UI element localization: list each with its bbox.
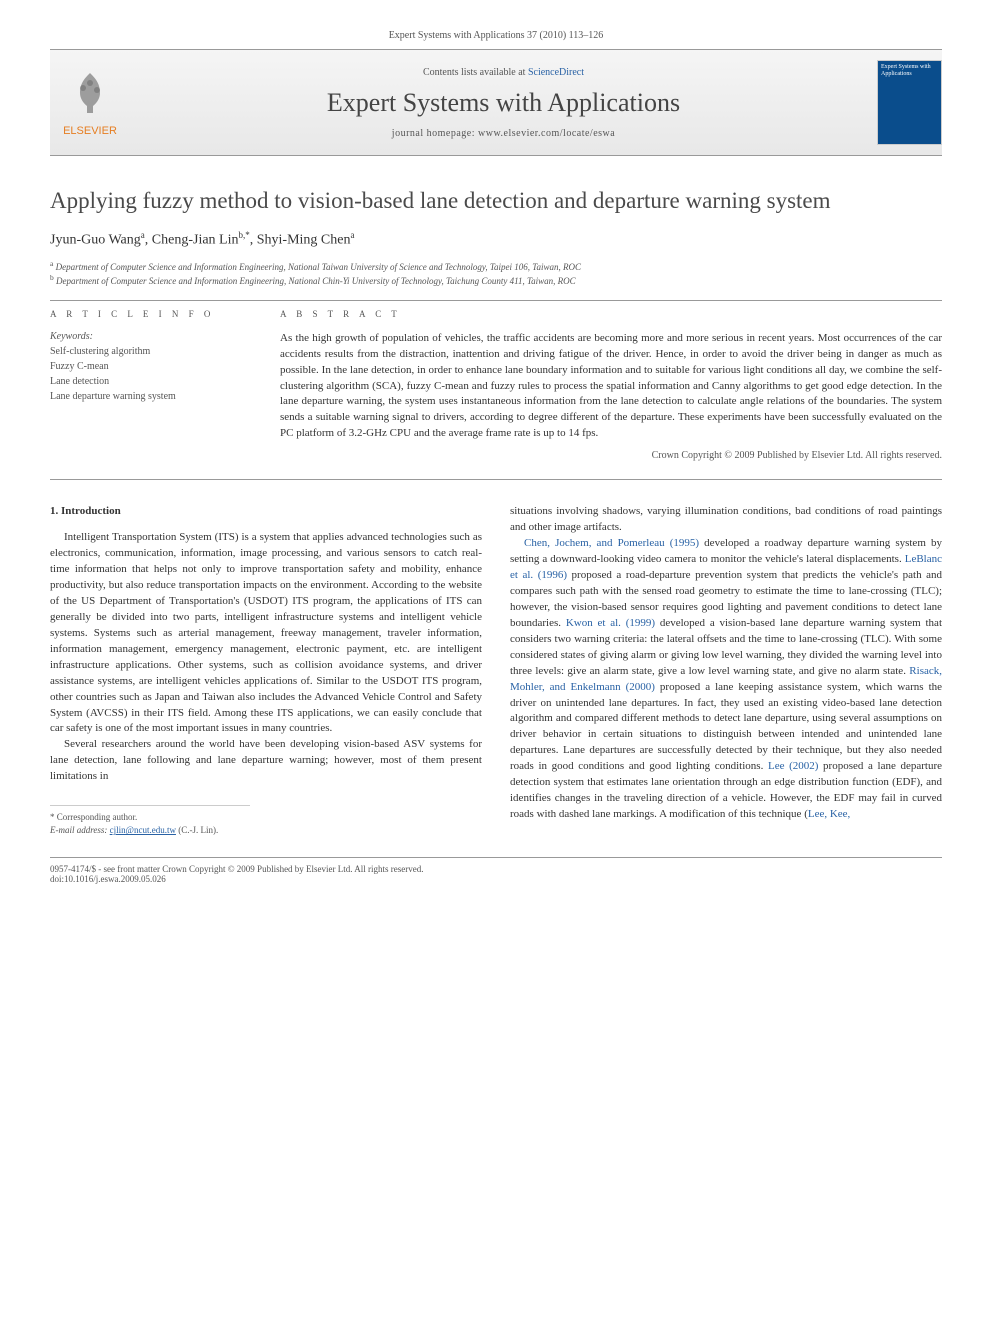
page-footer: 0957-4174/$ - see front matter Crown Cop… xyxy=(50,857,942,884)
section-1-heading: 1. Introduction xyxy=(50,504,482,520)
sciencedirect-link[interactable]: ScienceDirect xyxy=(528,67,584,78)
keyword-1: Self-clustering algorithm xyxy=(50,344,250,359)
keyword-3: Lane detection xyxy=(50,374,250,389)
column-right: situations involving shadows, varying il… xyxy=(510,504,942,837)
keyword-2: Fuzzy C-mean xyxy=(50,359,250,374)
author-1: Jyun-Guo Wang xyxy=(50,233,141,248)
ref-kwon-1999[interactable]: Kwon et al. (1999) xyxy=(566,617,655,629)
journal-title: Expert Systems with Applications xyxy=(130,88,877,118)
homepage-prefix: journal homepage: xyxy=(392,128,478,139)
author-2: Cheng-Jian Lin xyxy=(152,233,239,248)
body-columns: 1. Introduction Intelligent Transportati… xyxy=(50,504,942,837)
divider-rule xyxy=(50,300,942,301)
keywords-label: Keywords: xyxy=(50,331,250,342)
aff-a-sup: a xyxy=(50,259,53,268)
author-3-aff: a xyxy=(350,230,354,240)
author-2-aff: b,* xyxy=(239,230,250,240)
contents-line: Contents lists available at ScienceDirec… xyxy=(130,67,877,78)
ref-chen-1995[interactable]: Chen, Jochem, and Pomerleau (1995) xyxy=(524,537,699,549)
journal-band: ELSEVIER Contents lists available at Sci… xyxy=(50,49,942,156)
cover-label: Expert Systems with Applications xyxy=(881,64,938,77)
author-list: Jyun-Guo Wanga, Cheng-Jian Linb,*, Shyi-… xyxy=(50,230,942,249)
col2-text-d: proposed a lane keeping assistance syste… xyxy=(510,681,942,773)
keyword-4: Lane departure warning system xyxy=(50,389,250,404)
abstract-copyright: Crown Copyright © 2009 Published by Else… xyxy=(280,450,942,461)
corresponding-author-note: * Corresponding author. xyxy=(50,811,250,824)
abstract-text: As the high growth of population of vehi… xyxy=(280,331,942,443)
homepage-url: www.elsevier.com/locate/eswa xyxy=(478,128,615,139)
article-info-label: A R T I C L E I N F O xyxy=(50,309,250,319)
email-suffix: (C.-J. Lin). xyxy=(176,825,218,835)
author-3: Shyi-Ming Chen xyxy=(257,233,351,248)
abstract-label: A B S T R A C T xyxy=(280,309,942,319)
publisher-logo: ELSEVIER xyxy=(50,68,130,137)
keywords-list: Self-clustering algorithm Fuzzy C-mean L… xyxy=(50,344,250,404)
col2-paragraph-2: Chen, Jochem, and Pomerleau (1995) devel… xyxy=(510,536,942,823)
ref-lee-kee[interactable]: Lee, Kee, xyxy=(808,808,850,820)
elsevier-tree-icon xyxy=(65,68,115,118)
intro-paragraph-1: Intelligent Transportation System (ITS) … xyxy=(50,530,482,737)
aff-b-sup: b xyxy=(50,273,54,282)
ref-lee-2002[interactable]: Lee (2002) xyxy=(768,760,818,772)
author-1-aff: a xyxy=(141,230,145,240)
affiliations: a Department of Computer Science and Inf… xyxy=(50,259,942,288)
homepage-line: journal homepage: www.elsevier.com/locat… xyxy=(130,128,877,139)
footer-line-2: doi:10.1016/j.eswa.2009.05.026 xyxy=(50,874,942,884)
article-title: Applying fuzzy method to vision-based la… xyxy=(50,186,942,216)
journal-cover-thumbnail: Expert Systems with Applications xyxy=(877,60,942,145)
divider-rule-2 xyxy=(50,479,942,480)
footer-line-1: 0957-4174/$ - see front matter Crown Cop… xyxy=(50,864,942,874)
footnotes: * Corresponding author. E-mail address: … xyxy=(50,805,250,837)
email-label: E-mail address: xyxy=(50,825,110,835)
col2-continuation: situations involving shadows, varying il… xyxy=(510,504,942,536)
running-header: Expert Systems with Applications 37 (201… xyxy=(50,30,942,41)
contents-prefix: Contents lists available at xyxy=(423,67,528,78)
intro-paragraph-2: Several researchers around the world hav… xyxy=(50,737,482,785)
publisher-name: ELSEVIER xyxy=(50,125,130,137)
affiliation-a: Department of Computer Science and Infor… xyxy=(56,262,581,272)
email-link[interactable]: cjlin@ncut.edu.tw xyxy=(110,825,176,835)
affiliation-b: Department of Computer Science and Infor… xyxy=(56,276,576,286)
column-left: 1. Introduction Intelligent Transportati… xyxy=(50,504,482,837)
